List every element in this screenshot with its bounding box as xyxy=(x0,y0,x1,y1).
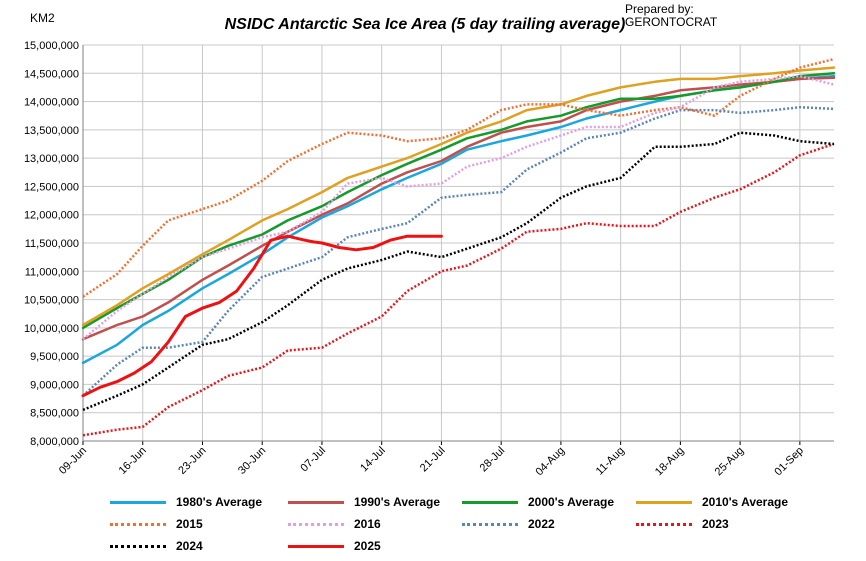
x-tick-label: 07-Jul xyxy=(298,445,328,475)
y-tick-label: 14,000,000 xyxy=(24,97,79,109)
y-tick-label: 8,000,000 xyxy=(30,436,79,448)
y-tick-label: 10,500,000 xyxy=(24,295,79,307)
y-tick-label: 10,000,000 xyxy=(24,323,79,335)
series-line-2010-s-average xyxy=(81,66,836,327)
series-line-2016 xyxy=(82,74,835,341)
y-tick-label: 9,000,000 xyxy=(30,379,79,391)
x-tick-label: 01-Sep xyxy=(772,445,806,479)
credit: Prepared by: GERONTOCRAT xyxy=(625,3,717,29)
y-tick-label: 12,500,000 xyxy=(24,181,79,193)
credit-line-1: Prepared by: xyxy=(625,2,694,16)
x-tick-label: 14-Jul xyxy=(358,445,388,475)
x-tick-label: 11-Aug xyxy=(594,445,627,478)
x-tick-label: 16-Jun xyxy=(117,445,149,477)
y-tick-label: 13,500,000 xyxy=(24,125,79,137)
y-tick-label: 13,000,000 xyxy=(24,153,79,165)
x-tick-label: 21-Jul xyxy=(418,445,448,475)
x-tick-label: 25-Aug xyxy=(713,445,747,479)
series-line-2015 xyxy=(82,57,835,298)
x-tick-label: 18-Aug xyxy=(653,445,687,479)
x-tick-label: 04-Aug xyxy=(533,445,567,479)
x-tick-label: 09-Jun xyxy=(57,445,89,477)
x-tick-label: 23-Jun xyxy=(176,445,208,477)
chart-title: NSIDC Antarctic Sea Ice Area (5 day trai… xyxy=(224,16,626,33)
series-line-2022 xyxy=(82,105,835,397)
x-tick-label: 28-Jul xyxy=(478,445,508,475)
y-tick-label: 15,000,000 xyxy=(24,40,79,52)
y-tick-label: 14,500,000 xyxy=(24,68,79,80)
y-tick-label: 11,500,000 xyxy=(25,238,79,250)
y-tick-label: 12,000,000 xyxy=(24,210,79,222)
series-line-1980-s-average xyxy=(81,74,836,365)
y-tick-label: 8,500,000 xyxy=(30,408,79,420)
series-line-2024 xyxy=(82,131,835,412)
credit-line-2: GERONTOCRAT xyxy=(625,15,718,29)
x-tick-label: 30-Jun xyxy=(236,445,268,477)
series-line-1990-s-average xyxy=(81,76,836,341)
series-line-2023 xyxy=(82,142,835,437)
series-line-2025 xyxy=(81,234,443,398)
y-tick-label: 11,000,000 xyxy=(25,266,79,278)
y-tick-label: 9,500,000 xyxy=(30,351,79,363)
y-axis-unit-label: KM2 xyxy=(30,11,55,25)
